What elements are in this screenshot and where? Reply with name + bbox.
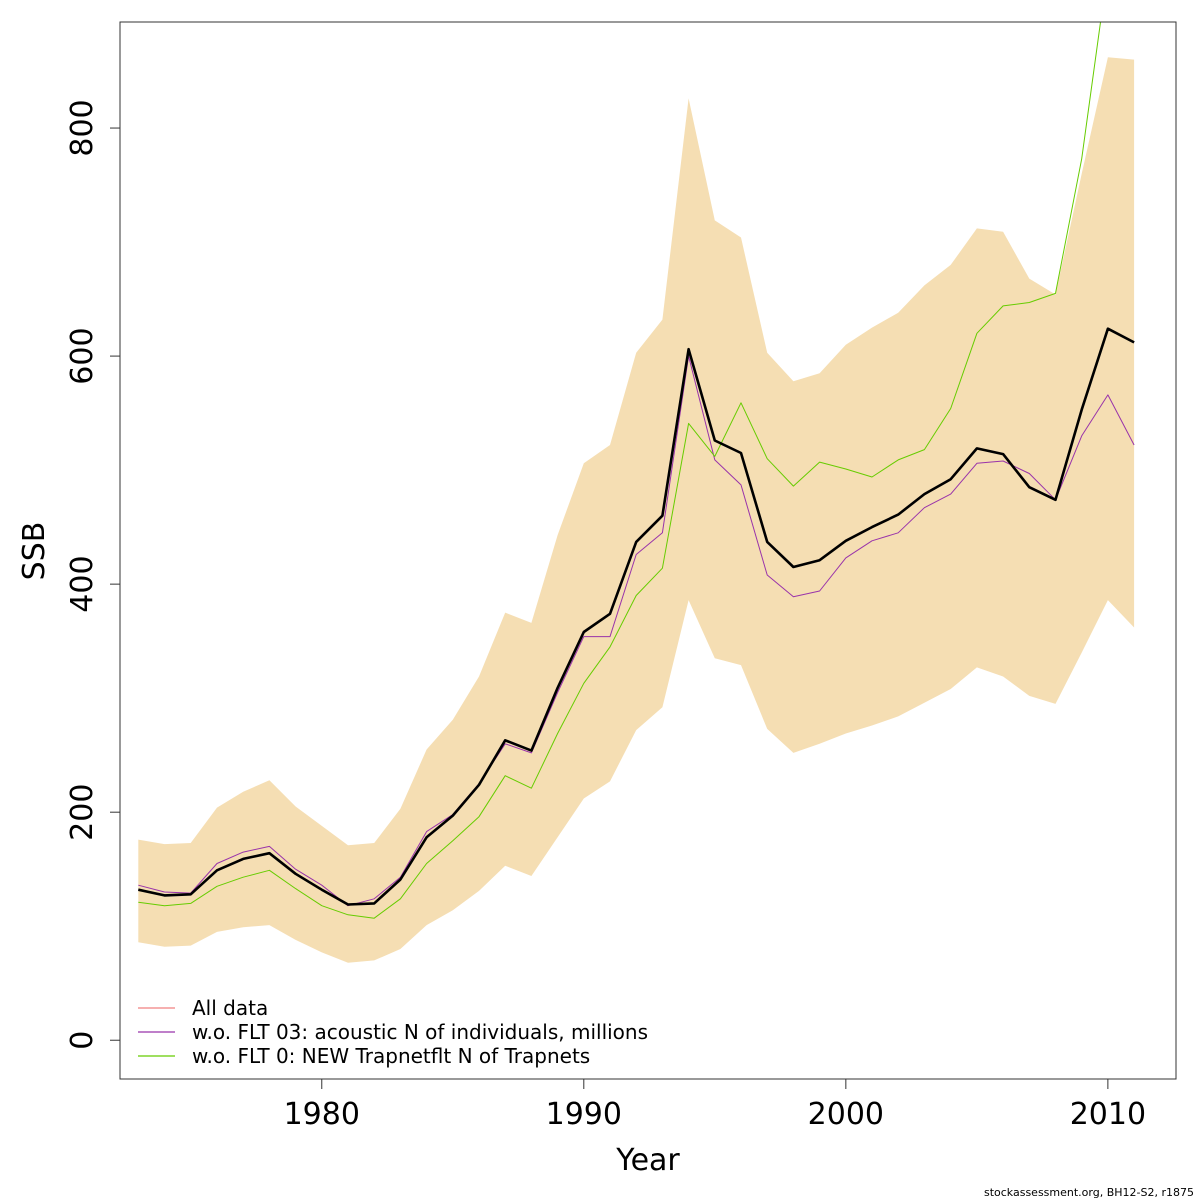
x-tick-label: 1980 [284,1097,360,1132]
y-axis-title: SSB [17,522,52,581]
legend-label: All data [192,996,268,1020]
x-axis-title: Year [615,1143,680,1178]
y-tick-label: 600 [65,327,100,384]
y-tick-label: 400 [65,555,100,612]
confidence-band [138,57,1135,963]
y-tick-label: 200 [65,784,100,841]
footer-credit: stockassessment.org, BH12-S2, r1875 [984,1186,1194,1199]
x-tick-label: 2010 [1070,1097,1146,1132]
series-line-4 [138,327,1135,906]
x-tick-label: 1990 [546,1097,622,1132]
y-axis: 0 200 400 600 800 [65,99,121,1050]
x-tick-label: 2000 [808,1097,884,1132]
x-axis: 1980 1990 2000 2010 [284,1078,1146,1132]
series-line-2 [138,355,1135,907]
y-tick-label: 800 [65,99,100,156]
y-tick-label: 0 [65,1031,100,1050]
legend-label: w.o. FLT 0: NEW Trapnetflt N of Trapnets [192,1044,590,1068]
legend-label: w.o. FLT 03: acoustic N of individuals, … [192,1020,648,1044]
series-line-3 [138,22,1102,919]
